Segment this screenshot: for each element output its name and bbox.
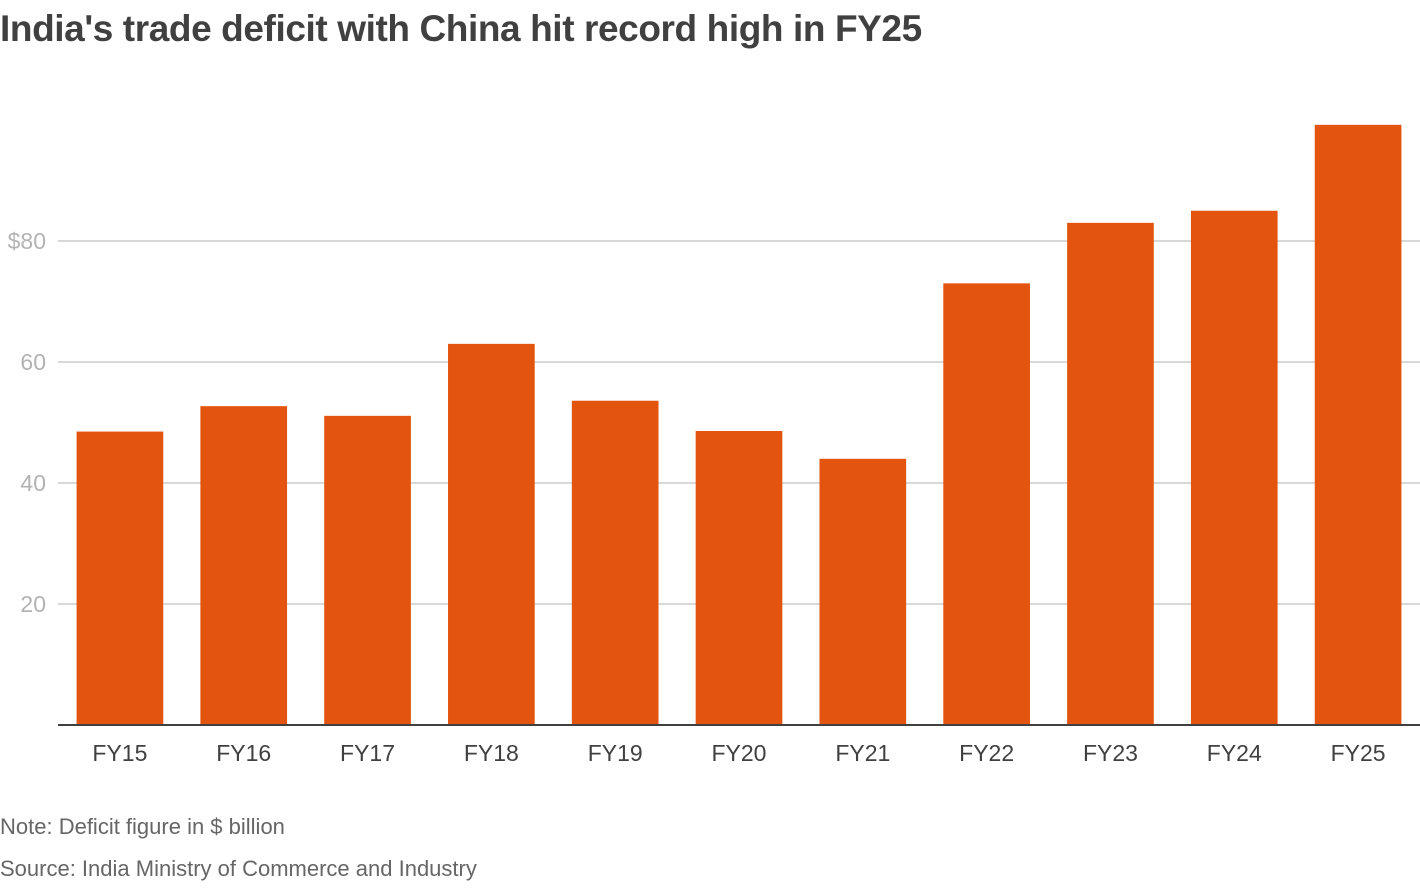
bar — [943, 283, 1030, 725]
x-tick-label: FY20 — [712, 740, 767, 766]
bar — [571, 400, 659, 725]
x-tick-label: FY19 — [588, 740, 643, 766]
x-tick-label: FY18 — [464, 740, 519, 766]
x-tick-label: FY17 — [340, 740, 395, 766]
bar — [448, 343, 535, 725]
x-tick-label: FY25 — [1331, 740, 1386, 766]
x-tick-label: FY23 — [1083, 740, 1138, 766]
chart-source: Source: India Ministry of Commerce and I… — [0, 856, 477, 881]
x-tick-label: FY16 — [216, 740, 271, 766]
bar — [1067, 222, 1154, 725]
bar — [324, 415, 411, 725]
y-tick-label: 60 — [20, 349, 46, 375]
bar — [1314, 124, 1402, 726]
bar — [1190, 210, 1278, 725]
y-tick-label: 20 — [20, 591, 46, 617]
y-tick-label: $80 — [8, 228, 46, 254]
bar — [695, 430, 783, 725]
x-tick-label: FY21 — [835, 740, 890, 766]
chart-title: India's trade deficit with China hit rec… — [0, 8, 922, 49]
bar-chart: 20 40 60 $80 FY15 FY16 FY17 FY18 FY19 FY20 FY21 FY2… — [8, 124, 1420, 766]
bar — [200, 406, 288, 725]
y-tick-label: 40 — [20, 470, 46, 496]
x-tick-label: FY15 — [92, 740, 147, 766]
x-tick-label: FY24 — [1207, 740, 1262, 766]
x-tick-label: FY22 — [959, 740, 1014, 766]
bar — [819, 458, 907, 725]
bar — [76, 431, 164, 725]
chart-note: Note: Deficit figure in $ billion — [0, 814, 285, 839]
